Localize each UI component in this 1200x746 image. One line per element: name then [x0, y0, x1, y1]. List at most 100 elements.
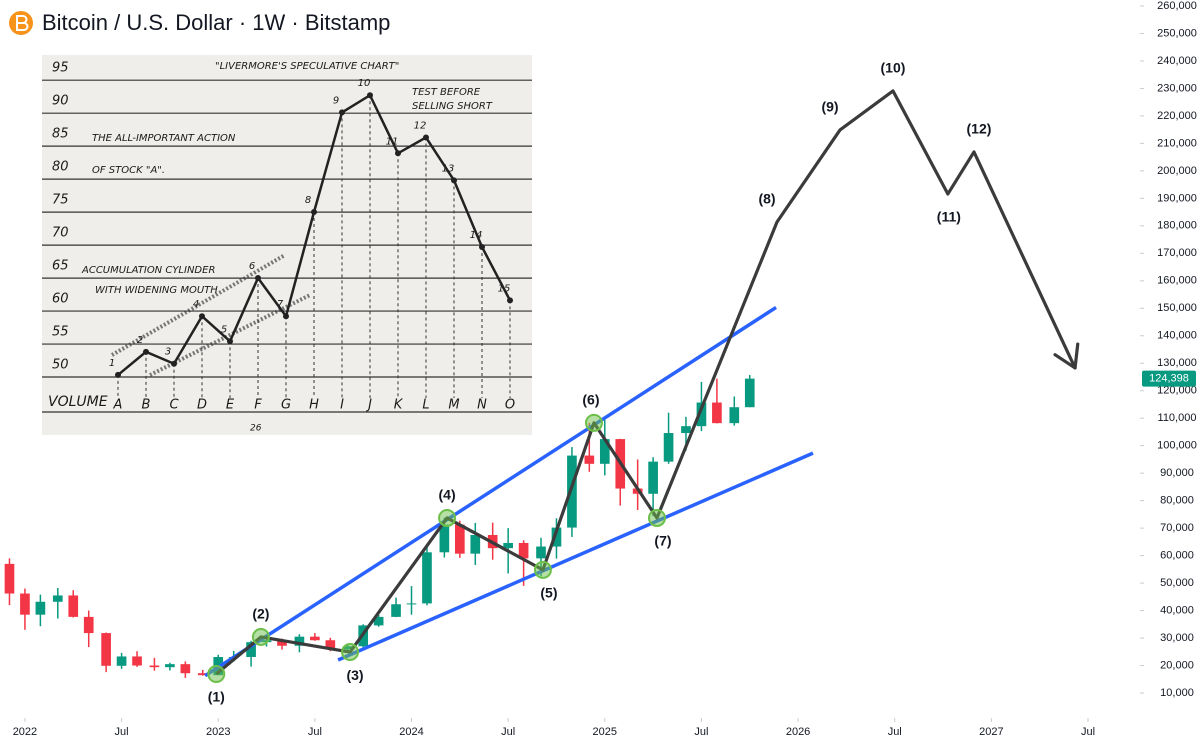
inset-category: N [477, 398, 487, 413]
inset-annotation: SELLING SHORT [412, 101, 493, 112]
inset-point [227, 338, 233, 345]
candle-body [518, 542, 529, 559]
inset-point-label: 2 [137, 335, 143, 346]
inset-point-label: 6 [249, 261, 255, 272]
inset-point [199, 313, 205, 320]
x-tick-label: 2022 [13, 726, 37, 738]
y-tick-label: 250,000 [1157, 27, 1197, 39]
y-tick-label: 230,000 [1157, 82, 1197, 94]
inset-category: J [365, 398, 372, 413]
candle-body [52, 595, 63, 602]
inset-point-label: 3 [165, 347, 171, 358]
pivot-highlight [207, 665, 226, 684]
candle-body [551, 527, 562, 547]
candle-body [180, 664, 191, 674]
arrow-head [1073, 342, 1080, 370]
pivot-label: (4) [439, 487, 456, 503]
inset-y-label: 50 [52, 358, 69, 373]
pivot-label: (3) [346, 667, 363, 683]
x-tick-label: 2024 [399, 726, 423, 738]
x-tick-label: Jul [501, 726, 515, 738]
inset-category: D [197, 398, 207, 413]
candle-body [470, 534, 481, 554]
y-tick-label: 100,000 [1157, 440, 1197, 452]
inset-annotation: ACCUMULATION CYLINDER [81, 265, 215, 276]
last-price-label: 124,398 [1149, 373, 1189, 385]
x-tick-label: 2023 [206, 726, 230, 738]
pivot-label: (10) [881, 60, 906, 76]
candle-body [567, 455, 577, 528]
inset-point-label: 10 [358, 78, 371, 89]
candle-body [648, 461, 658, 494]
inset-annotation: THE ALL-IMPORTANT ACTION [92, 133, 236, 144]
inset-point [311, 208, 317, 215]
pivot-label: (7) [654, 533, 671, 549]
y-tick-label: 200,000 [1157, 165, 1197, 177]
x-tick-label: 2027 [979, 726, 1003, 738]
inset-y-label: 80 [52, 160, 69, 175]
inset-category: C [169, 398, 179, 413]
inset-annotation: TEST BEFORE [412, 87, 481, 98]
inset-y-label: 95 [52, 61, 69, 76]
inset-y-label: 85 [52, 127, 69, 142]
inset-point-label: 5 [221, 324, 227, 335]
inset-point-label: 7 [277, 299, 284, 310]
inset-category: F [254, 398, 262, 413]
y-tick-label: 120,000 [1157, 385, 1197, 397]
candle-body [20, 593, 30, 615]
inset-category: B [142, 398, 151, 413]
inset-point [255, 274, 261, 281]
inset-point [283, 313, 289, 320]
pivot-label: (6) [582, 392, 599, 408]
pivot-label: (8) [758, 191, 775, 207]
candle-body [68, 595, 79, 617]
pivot-label: (2) [252, 606, 269, 622]
candle-body [35, 601, 46, 615]
candle-body [503, 542, 513, 549]
inset-point-label: 9 [333, 95, 339, 106]
inset-point [395, 150, 401, 157]
wedge-line [204, 305, 777, 678]
inset-point [479, 243, 485, 250]
candle-body [116, 656, 127, 666]
x-tick-label: 2025 [593, 726, 617, 738]
y-tick-label: 190,000 [1157, 192, 1197, 204]
inset-category: O [505, 398, 515, 413]
candle-body [83, 616, 94, 634]
candle-body [439, 524, 450, 553]
inset-point [423, 134, 429, 141]
inset-category: H [309, 398, 319, 413]
x-tick-label: 2026 [786, 726, 810, 738]
candle-body [101, 633, 111, 666]
candle-body [729, 407, 740, 424]
pivot-label: (12) [967, 121, 992, 137]
pivot-highlight [647, 508, 666, 527]
candle-body [277, 640, 287, 646]
inset-annotation: OF STOCK "A". [92, 165, 165, 176]
candle-body [197, 673, 208, 676]
pivot-highlight [533, 560, 552, 579]
inset-point [507, 297, 513, 304]
inset-y-label: 60 [52, 292, 69, 307]
candle-body [4, 563, 15, 594]
inset-point [171, 360, 177, 367]
inset-point [451, 177, 457, 184]
candle-body [454, 524, 465, 554]
inset-category: A [113, 398, 123, 413]
inset-point [143, 348, 149, 355]
candle-body [391, 604, 401, 617]
pivot-label: (11) [937, 209, 961, 225]
y-tick-label: 110,000 [1158, 412, 1197, 424]
pivot-highlight [584, 413, 603, 432]
inset-y-label: 55 [52, 325, 69, 340]
y-tick-label: 130,000 [1157, 357, 1197, 369]
y-tick-label: 20,000 [1160, 659, 1194, 671]
x-tick-label: Jul [888, 726, 902, 738]
inset-y-label: 70 [52, 226, 69, 241]
last-price-box [1142, 370, 1196, 387]
x-tick-label: Jul [115, 726, 129, 738]
y-tick-label: 70,000 [1160, 522, 1194, 534]
candle-body [696, 402, 707, 427]
cylinder-lower [149, 293, 311, 377]
